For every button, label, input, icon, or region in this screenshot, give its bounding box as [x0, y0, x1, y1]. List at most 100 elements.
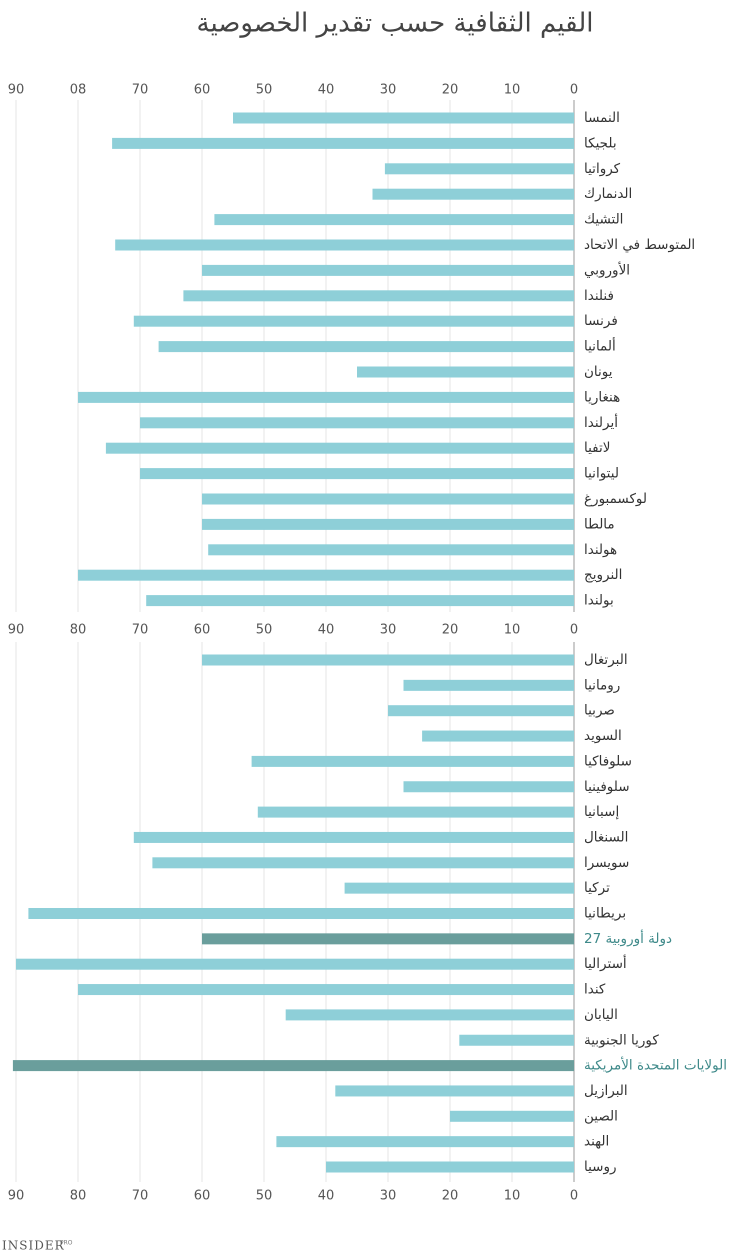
x-tick-label: 0	[570, 623, 578, 638]
bar	[115, 239, 574, 251]
bar	[450, 1110, 574, 1122]
category-label: ألمانيا	[584, 337, 616, 355]
category-label: لاتفيا	[584, 440, 610, 456]
bar	[285, 1009, 574, 1021]
category-label: النرويج	[584, 567, 622, 583]
x-tick-label: 10	[504, 1189, 521, 1204]
bar	[251, 755, 574, 767]
bar	[276, 1136, 574, 1148]
x-tick-label: 20	[442, 83, 459, 98]
bar	[146, 595, 574, 607]
x-tick-label: 20	[442, 623, 459, 638]
bar	[78, 391, 574, 403]
x-tick-label: 80	[70, 1189, 87, 1204]
category-label: أيرلندا	[584, 413, 618, 431]
x-tick-label: 90	[8, 1189, 25, 1204]
category-label: الصين	[584, 1108, 618, 1124]
category-label: بولندا	[584, 593, 614, 609]
bar	[78, 569, 574, 581]
category-label: الدنمارك	[584, 186, 632, 202]
category-label: ليتوانيا	[584, 466, 619, 482]
x-tick-label: 60	[194, 623, 211, 638]
bar	[16, 958, 574, 970]
category-label: التشيك	[584, 212, 623, 228]
bar	[335, 1085, 574, 1097]
category-label: هنغاريا	[584, 389, 620, 405]
x-tick-label: 90	[8, 623, 25, 638]
bar	[140, 417, 574, 429]
bar	[208, 544, 574, 556]
bar	[326, 1161, 574, 1173]
bar	[357, 366, 574, 378]
x-tick-label: 10	[504, 83, 521, 98]
category-label: يونان	[584, 364, 613, 380]
bar	[344, 882, 574, 894]
category-label: فنلندا	[584, 288, 614, 304]
category-label: إسبانيا	[584, 804, 619, 820]
x-tick-label: 30	[380, 623, 397, 638]
bar	[403, 679, 574, 691]
category-label: كندا	[584, 982, 606, 998]
bar	[140, 468, 574, 480]
category-label: النمسا	[584, 110, 620, 126]
bar	[12, 1060, 574, 1072]
category-label: سلوفاكيا	[584, 753, 632, 769]
category-label: كرواتيا	[584, 161, 621, 177]
x-tick-label: 40	[318, 83, 335, 98]
bar	[133, 315, 575, 327]
category-label: البرازيل	[584, 1083, 628, 1099]
category-label: روسيا	[584, 1159, 617, 1175]
category-label: سلوفينيا	[584, 779, 630, 795]
x-tick-label: 0	[570, 1189, 578, 1204]
category-label: مالطا	[584, 516, 615, 532]
category-label: سويسرا	[584, 855, 629, 871]
chart-title: القيم الثقافية حسب تقدير الخصوصية	[197, 9, 594, 39]
x-tick-label: 50	[256, 623, 273, 638]
category-label: دولة أوروبية 27	[584, 929, 672, 947]
x-tick-label: 30	[380, 83, 397, 98]
x-tick-label: 50	[256, 83, 273, 98]
bar	[158, 341, 574, 353]
category-label: هولندا	[584, 542, 617, 558]
category-label: الأوروبي	[584, 261, 630, 278]
bar	[78, 984, 574, 996]
bar	[133, 831, 575, 843]
category-label: تركيا	[584, 880, 610, 896]
bar	[202, 518, 574, 530]
bar	[105, 442, 575, 454]
bar	[152, 857, 574, 869]
category-label: بلجيكا	[584, 135, 617, 151]
category-label: اليابان	[584, 1007, 618, 1023]
x-tick-label: 0	[570, 83, 578, 98]
x-tick-label: 70	[132, 1189, 149, 1204]
bar	[422, 730, 574, 742]
category-label: رومانيا	[584, 677, 620, 693]
bar	[183, 290, 574, 302]
x-tick-label: 60	[194, 1189, 211, 1204]
x-tick-label: 50	[256, 1189, 273, 1204]
x-tick-label: 10	[504, 623, 521, 638]
x-tick-label: 80	[70, 623, 87, 638]
bar	[214, 214, 574, 226]
bar	[28, 908, 574, 919]
x-tick-label: 30	[380, 1189, 397, 1204]
x-tick-label: 90	[8, 83, 25, 98]
bar	[372, 188, 574, 200]
category-label: السويد	[584, 728, 622, 744]
x-tick-label: 40	[318, 1189, 335, 1204]
bar	[112, 137, 574, 149]
bar	[257, 806, 574, 818]
x-tick-label: 40	[318, 623, 335, 638]
bar	[459, 1034, 574, 1046]
x-tick-label: 60	[194, 83, 211, 98]
bar	[202, 933, 574, 945]
category-label: الهند	[584, 1134, 609, 1150]
bar	[202, 493, 574, 505]
category-label: الولايات المتحدة الأمريكية	[584, 1057, 727, 1074]
category-label: السنغال	[584, 829, 628, 845]
brand: INSIDER	[2, 1239, 65, 1253]
brand-tag: PRO	[60, 1240, 73, 1247]
category-label: بريطانيا	[584, 906, 626, 922]
category-label: المتوسط في الاتحاد	[584, 237, 695, 253]
x-tick-label: 20	[442, 1189, 459, 1204]
